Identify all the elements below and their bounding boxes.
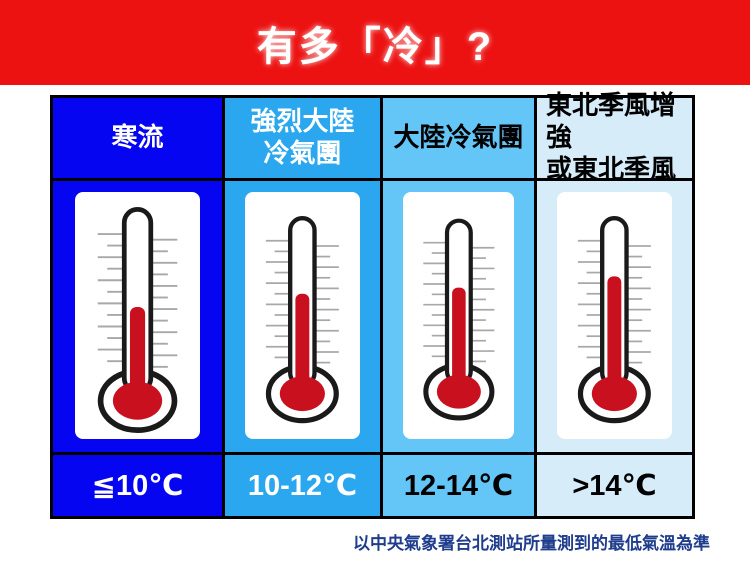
thermometer-cell	[53, 178, 222, 455]
thermometer-icon	[97, 207, 178, 433]
category-column: 大陸冷氣團 12-14℃	[380, 98, 534, 516]
category-header: 東北季風增強 或東北季風	[537, 90, 692, 183]
category-column: 寒流 ≦10℃	[53, 98, 222, 516]
temperature-range: 12-14℃	[403, 470, 514, 502]
thermometer-card	[245, 192, 360, 439]
thermometer-icon	[577, 215, 652, 424]
page-title: 有多「冷」?	[256, 24, 494, 69]
category-header-line: 東北季風增強	[546, 90, 677, 153]
temperature-range: >14℃	[572, 470, 657, 502]
category-header-line: 寒流	[111, 122, 164, 153]
cold-levels-table: 寒流 ≦10℃ 強烈大陸 冷氣團 10-12℃ 大陸冷氣團 12-14℃ 東北季風增強或…	[50, 90, 695, 519]
category-header-line: 強烈大陸	[250, 106, 355, 137]
thermometer-cell	[383, 178, 534, 455]
footer-note: 以中央氣象署台北測站所量測到的最低氣溫為準	[353, 534, 710, 553]
thermometer-cell	[225, 178, 380, 455]
category-header-line: 冷氣團	[263, 138, 342, 168]
thermometer-card	[557, 192, 672, 439]
category-header: 寒流	[53, 98, 222, 178]
thermometer-icon	[265, 215, 340, 424]
category-column: 強烈大陸 冷氣團 10-12℃	[222, 98, 380, 516]
temperature-range: 10-12℃	[247, 470, 358, 502]
temperature-range: ≦10℃	[91, 470, 184, 502]
thermometer-cell	[537, 178, 692, 455]
thermometer-card	[402, 192, 515, 439]
category-column: 東北季風增強 或東北季風 >14℃	[534, 90, 692, 516]
category-header: 強烈大陸 冷氣團	[225, 98, 380, 178]
category-header: 大陸冷氣團	[383, 98, 534, 178]
category-header-line: 大陸冷氣團	[393, 122, 524, 153]
thermometer-card	[74, 192, 201, 439]
thermometer-icon	[422, 218, 495, 421]
title-banner: 有多「冷」?	[0, 0, 750, 85]
